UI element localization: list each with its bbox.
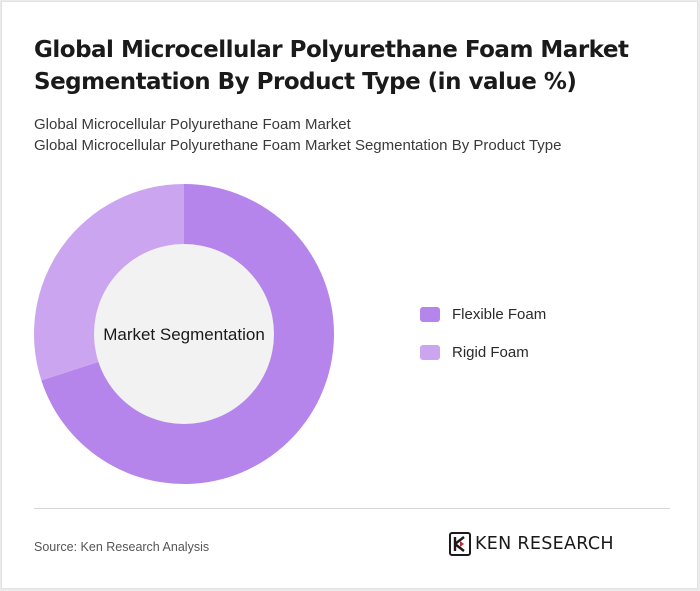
- legend-item-rigid-foam: Rigid Foam: [420, 344, 529, 361]
- legend-label: Rigid Foam: [452, 344, 529, 361]
- legend-swatch: [420, 345, 440, 360]
- center-label: Market Segmentation: [103, 325, 265, 344]
- donut-hole: [94, 244, 274, 424]
- footer-divider: [34, 508, 670, 509]
- chart-title: Global Microcellular Polyurethane Foam M…: [34, 37, 629, 95]
- logo-wordmark: KEN RESEARCH: [475, 534, 614, 554]
- legend-swatch: [420, 307, 440, 322]
- source-note: Source: Ken Research Analysis: [34, 540, 210, 554]
- ken-research-logo-icon: [449, 532, 471, 556]
- chart-subtitle-secondary: Global Microcellular Polyurethane Foam M…: [34, 137, 562, 154]
- legend-label: Flexible Foam: [452, 306, 547, 323]
- legend-item-flexible-foam: Flexible Foam: [420, 306, 546, 323]
- ken-research-logo: KEN RESEARCH: [449, 532, 614, 556]
- donut-chart: Market Segmentation: [34, 184, 334, 484]
- chart-subtitle: Global Microcellular Polyurethane Foam M…: [34, 116, 351, 133]
